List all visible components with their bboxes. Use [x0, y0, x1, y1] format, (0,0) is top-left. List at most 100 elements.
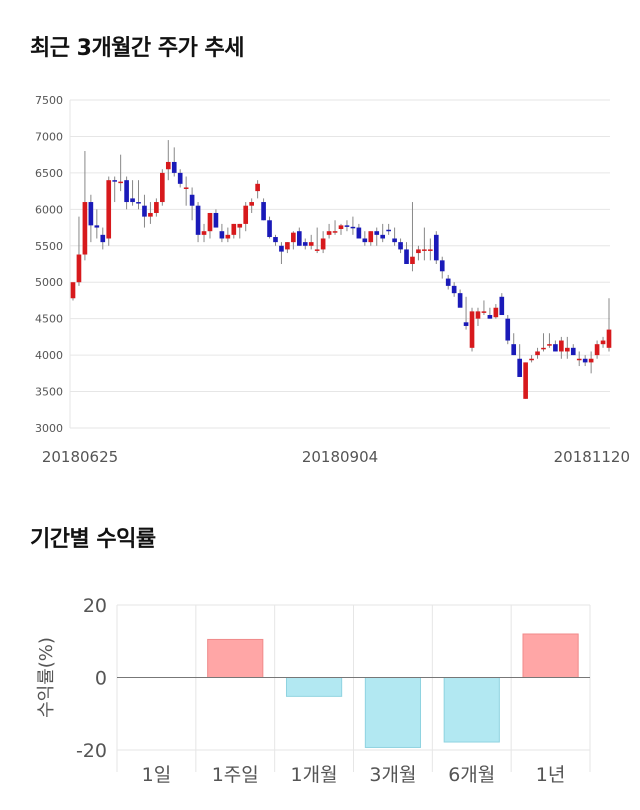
- x-tick-label: 1개월: [291, 764, 338, 786]
- candle-body: [606, 329, 612, 348]
- candle-body: [285, 242, 290, 250]
- candle-body: [416, 249, 421, 254]
- candle-body: [529, 358, 534, 361]
- x-tick-label: 20181120: [554, 448, 630, 466]
- return-bar: [207, 638, 264, 678]
- returns-bar-chart: 20 0 -20 1일 1주일 1개월 3개월 6개월 1년 수익률(%): [36, 595, 591, 786]
- y-tick-label: 4500: [35, 313, 63, 326]
- candle-body: [451, 285, 457, 294]
- candle-body: [368, 231, 374, 243]
- candle-body: [410, 256, 415, 264]
- candle-body: [576, 358, 582, 361]
- candle-body: [428, 249, 433, 251]
- y-tick-label: 5000: [35, 276, 63, 289]
- returns-y-axis: 20 0 -20: [76, 595, 107, 762]
- y-tick-label: 6000: [35, 203, 63, 216]
- candle-body: [463, 322, 469, 326]
- candle-body: [326, 231, 332, 235]
- candle-body: [70, 282, 76, 299]
- candle-body: [570, 347, 576, 356]
- candle-body: [279, 245, 284, 252]
- candle-body: [183, 187, 189, 189]
- candle-body: [142, 205, 147, 217]
- x-tick-label: 20180625: [42, 448, 118, 466]
- candle-body: [475, 311, 481, 319]
- candle-body: [130, 198, 135, 203]
- candle-body: [487, 315, 493, 319]
- candle-body: [404, 249, 409, 264]
- candle-body: [499, 296, 505, 316]
- candle-body: [100, 234, 106, 243]
- candle-body: [559, 340, 564, 352]
- candle-body: [273, 237, 278, 243]
- candle-body: [547, 344, 552, 346]
- returns-x-axis: 1일 1주일 1개월 3개월 6개월 1년: [142, 764, 566, 786]
- returns-y-axis-label: 수익률(%): [36, 637, 57, 718]
- candle-body: [594, 344, 600, 356]
- y-tick-label: -20: [76, 740, 107, 762]
- candle-body: [493, 307, 499, 318]
- candle-body: [398, 242, 403, 250]
- candle-body: [332, 231, 338, 233]
- candle-body: [392, 238, 397, 243]
- candle-body: [350, 226, 356, 229]
- candle-body: [422, 249, 427, 251]
- return-bar: [443, 677, 500, 743]
- candle-body: [136, 202, 141, 204]
- candle-body: [338, 225, 344, 230]
- y-tick-label: 5500: [35, 240, 63, 253]
- x-tick-label: 20180904: [302, 448, 378, 466]
- return-bar: [522, 633, 579, 678]
- candle-body: [535, 351, 540, 356]
- candle-body: [76, 254, 82, 283]
- return-bar: [364, 677, 422, 748]
- candle-body: [165, 161, 171, 170]
- candle-body: [291, 232, 296, 243]
- candle-body: [88, 202, 94, 226]
- candle-body: [148, 212, 153, 217]
- candle-body: [308, 242, 314, 246]
- candle-body: [237, 223, 243, 228]
- x-tick-label: 1주일: [212, 764, 259, 786]
- candle-body: [380, 234, 386, 239]
- candle-body: [439, 260, 445, 272]
- x-tick-label: 3개월: [369, 764, 416, 786]
- candle-body: [82, 202, 88, 255]
- y-tick-label: 6500: [35, 167, 63, 180]
- candle-body: [523, 362, 528, 399]
- candle-body: [255, 183, 260, 192]
- candle-body: [261, 202, 266, 221]
- candle-body: [124, 180, 129, 203]
- candlestick-gridlines: [69, 99, 610, 429]
- candle-body: [94, 225, 100, 228]
- x-tick-label: 1년: [536, 764, 566, 786]
- candle-body: [207, 212, 213, 232]
- candle-body: [219, 231, 225, 239]
- candle-body: [433, 234, 439, 261]
- return-bar: [285, 677, 343, 697]
- period-returns-title: 기간별 수익률: [30, 527, 156, 552]
- candle-body: [481, 311, 487, 313]
- x-tick-label: 6개월: [448, 764, 495, 786]
- candle-body: [362, 238, 368, 243]
- x-tick-label: 1일: [142, 764, 172, 786]
- candle-body: [457, 293, 463, 308]
- candle-body: [600, 340, 606, 345]
- candlestick-x-axis: 20180625 20180904 20181120: [42, 448, 630, 466]
- candle-body: [356, 227, 362, 239]
- candlestick-series: [70, 140, 612, 399]
- returns-gridlines: [116, 604, 591, 772]
- candlestick-y-axis: 3000 3500 4000 4500 5000 5500 6000 6500 7000 7500: [35, 94, 63, 435]
- returns-bars: [117, 633, 590, 748]
- candle-body: [582, 358, 588, 363]
- candle-body: [267, 220, 272, 238]
- candle-body: [189, 194, 195, 206]
- candle-body: [225, 234, 231, 239]
- y-tick-label: 3500: [35, 386, 63, 399]
- candle-body: [112, 180, 118, 182]
- candle-body: [517, 358, 522, 377]
- candle-body: [118, 181, 123, 184]
- y-tick-label: 7000: [35, 130, 63, 143]
- candle-body: [243, 205, 249, 224]
- candle-body: [106, 180, 112, 239]
